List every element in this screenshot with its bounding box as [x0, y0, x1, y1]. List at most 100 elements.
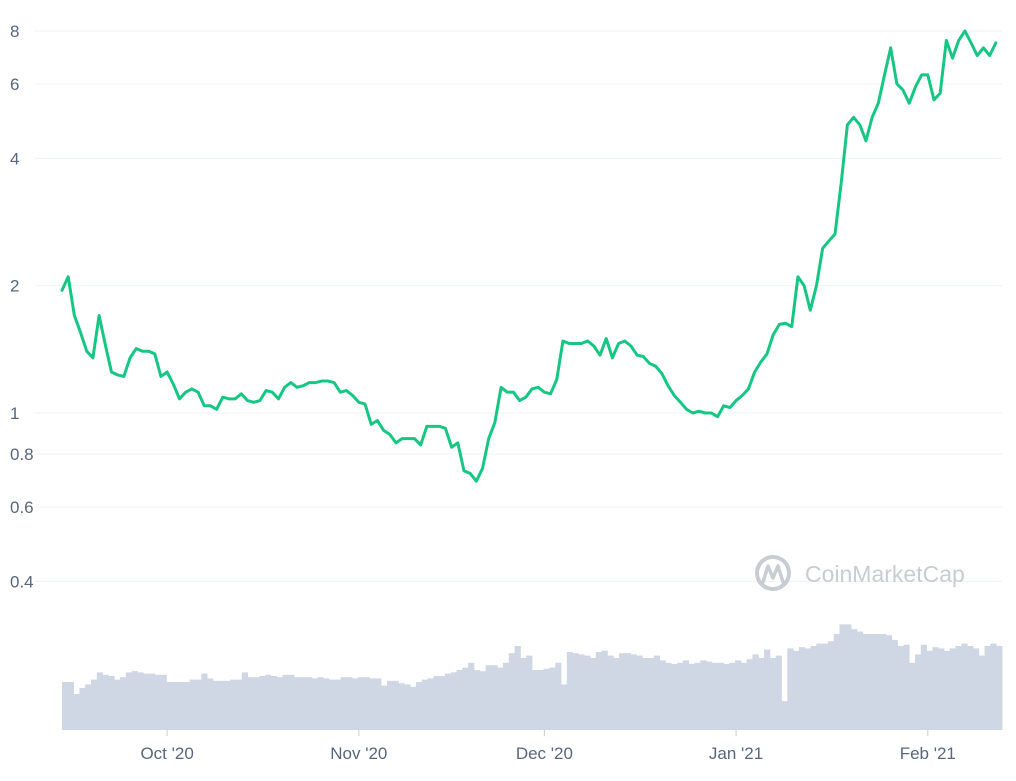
volume-bar — [781, 701, 788, 730]
y-tick-label: 0.4 — [10, 572, 34, 591]
price-series-line — [60, 29, 998, 483]
y-tick-label: 4 — [10, 149, 19, 168]
volume-bar — [468, 662, 475, 730]
volume-bar — [514, 646, 521, 730]
volume-bar — [270, 676, 278, 730]
volume-bar — [793, 650, 800, 730]
volume-bar — [154, 674, 162, 730]
volume-bar — [607, 655, 614, 730]
volume-bar — [502, 662, 510, 730]
volume-bar — [856, 631, 864, 730]
volume-bar — [845, 624, 852, 730]
volume-bar — [497, 667, 504, 730]
volume-bar — [700, 660, 707, 730]
volume-bar — [201, 673, 208, 730]
volume-bar — [949, 648, 956, 730]
volume-bar — [311, 678, 318, 730]
volume-bar — [822, 643, 829, 730]
volume-bar — [839, 624, 846, 730]
y-tick-label: 2 — [10, 277, 19, 296]
y-tick-label: 8 — [10, 22, 19, 41]
volume-bar — [885, 635, 893, 730]
volume-bar — [456, 670, 463, 730]
volume-bar — [85, 684, 92, 730]
volume-bar — [723, 664, 730, 730]
volume-bar — [381, 685, 388, 730]
volume-bar — [143, 673, 150, 730]
volume-bar — [804, 648, 811, 730]
x-tick-label: Feb '21 — [900, 744, 956, 763]
volume-bar — [62, 682, 69, 730]
volume-bar — [352, 678, 359, 730]
volume-bar — [392, 680, 399, 730]
volume-bar — [572, 653, 579, 730]
x-tick-label: Dec '20 — [516, 744, 573, 763]
volume-bar — [120, 677, 127, 730]
volume-bar — [317, 677, 324, 730]
volume-bar — [851, 629, 858, 730]
volume-bar — [827, 641, 835, 730]
watermark-text: CoinMarketCap — [805, 561, 965, 587]
volume-bar — [584, 655, 591, 730]
coinmarketcap-logo-icon — [755, 555, 791, 591]
volume-bar — [630, 654, 637, 730]
x-tick-label: Oct '20 — [140, 744, 193, 763]
volume-bar — [340, 677, 347, 730]
volume-bar — [775, 655, 782, 730]
volume-bar — [323, 678, 330, 730]
volume-bar — [415, 682, 423, 730]
volume-bar — [508, 653, 515, 730]
volume-bar — [642, 658, 649, 730]
volume-bar — [404, 684, 411, 730]
volume-bar — [462, 667, 469, 730]
volume-bar — [943, 650, 951, 730]
volume-bar — [903, 644, 910, 730]
y-axis-ticks: 8 6 4 2 1 0.8 0.6 0.4 — [10, 22, 34, 591]
volume-bar — [346, 677, 353, 730]
volume-bar — [398, 683, 405, 730]
volume-bar — [450, 672, 457, 730]
volume-bar — [369, 678, 376, 730]
volume-bar — [386, 680, 394, 730]
volume-bar — [224, 680, 231, 730]
volume-bar — [299, 677, 307, 730]
volume-bar — [375, 678, 382, 730]
watermark: CoinMarketCap — [755, 555, 965, 591]
volume-bar — [961, 643, 968, 730]
volume-bar — [880, 634, 887, 730]
volume-bar — [288, 674, 295, 730]
volume-bar — [769, 658, 777, 730]
volume-bar — [555, 662, 562, 730]
volume-bar — [207, 678, 214, 730]
volume-bar — [114, 679, 121, 730]
volume-bar — [735, 660, 742, 730]
volume-bar — [590, 658, 597, 730]
volume-bar — [659, 660, 666, 730]
volume-bar — [746, 659, 753, 730]
volume-bar — [294, 677, 301, 730]
volume-bar — [984, 646, 991, 730]
volume-bar — [549, 667, 556, 730]
volume-bar — [282, 674, 289, 730]
volume-bar — [653, 655, 661, 730]
volume-bar — [79, 688, 86, 730]
volume-bar — [520, 658, 527, 730]
volume-bar — [433, 676, 440, 730]
volume-bar — [276, 677, 283, 730]
volume-bar — [543, 668, 550, 730]
volume-bar — [305, 677, 312, 730]
volume-bar — [532, 670, 539, 730]
volume-bar — [485, 665, 492, 730]
volume-bar — [595, 652, 603, 730]
volume-bar — [230, 679, 237, 730]
volume-bar — [421, 679, 428, 730]
volume-bar — [624, 653, 632, 730]
y-tick-label: 1 — [10, 404, 19, 423]
volume-bar — [752, 654, 759, 730]
volume-bar — [444, 673, 452, 730]
volume-bar — [816, 643, 823, 730]
volume-bar — [613, 658, 620, 730]
volume-bar — [73, 694, 80, 730]
